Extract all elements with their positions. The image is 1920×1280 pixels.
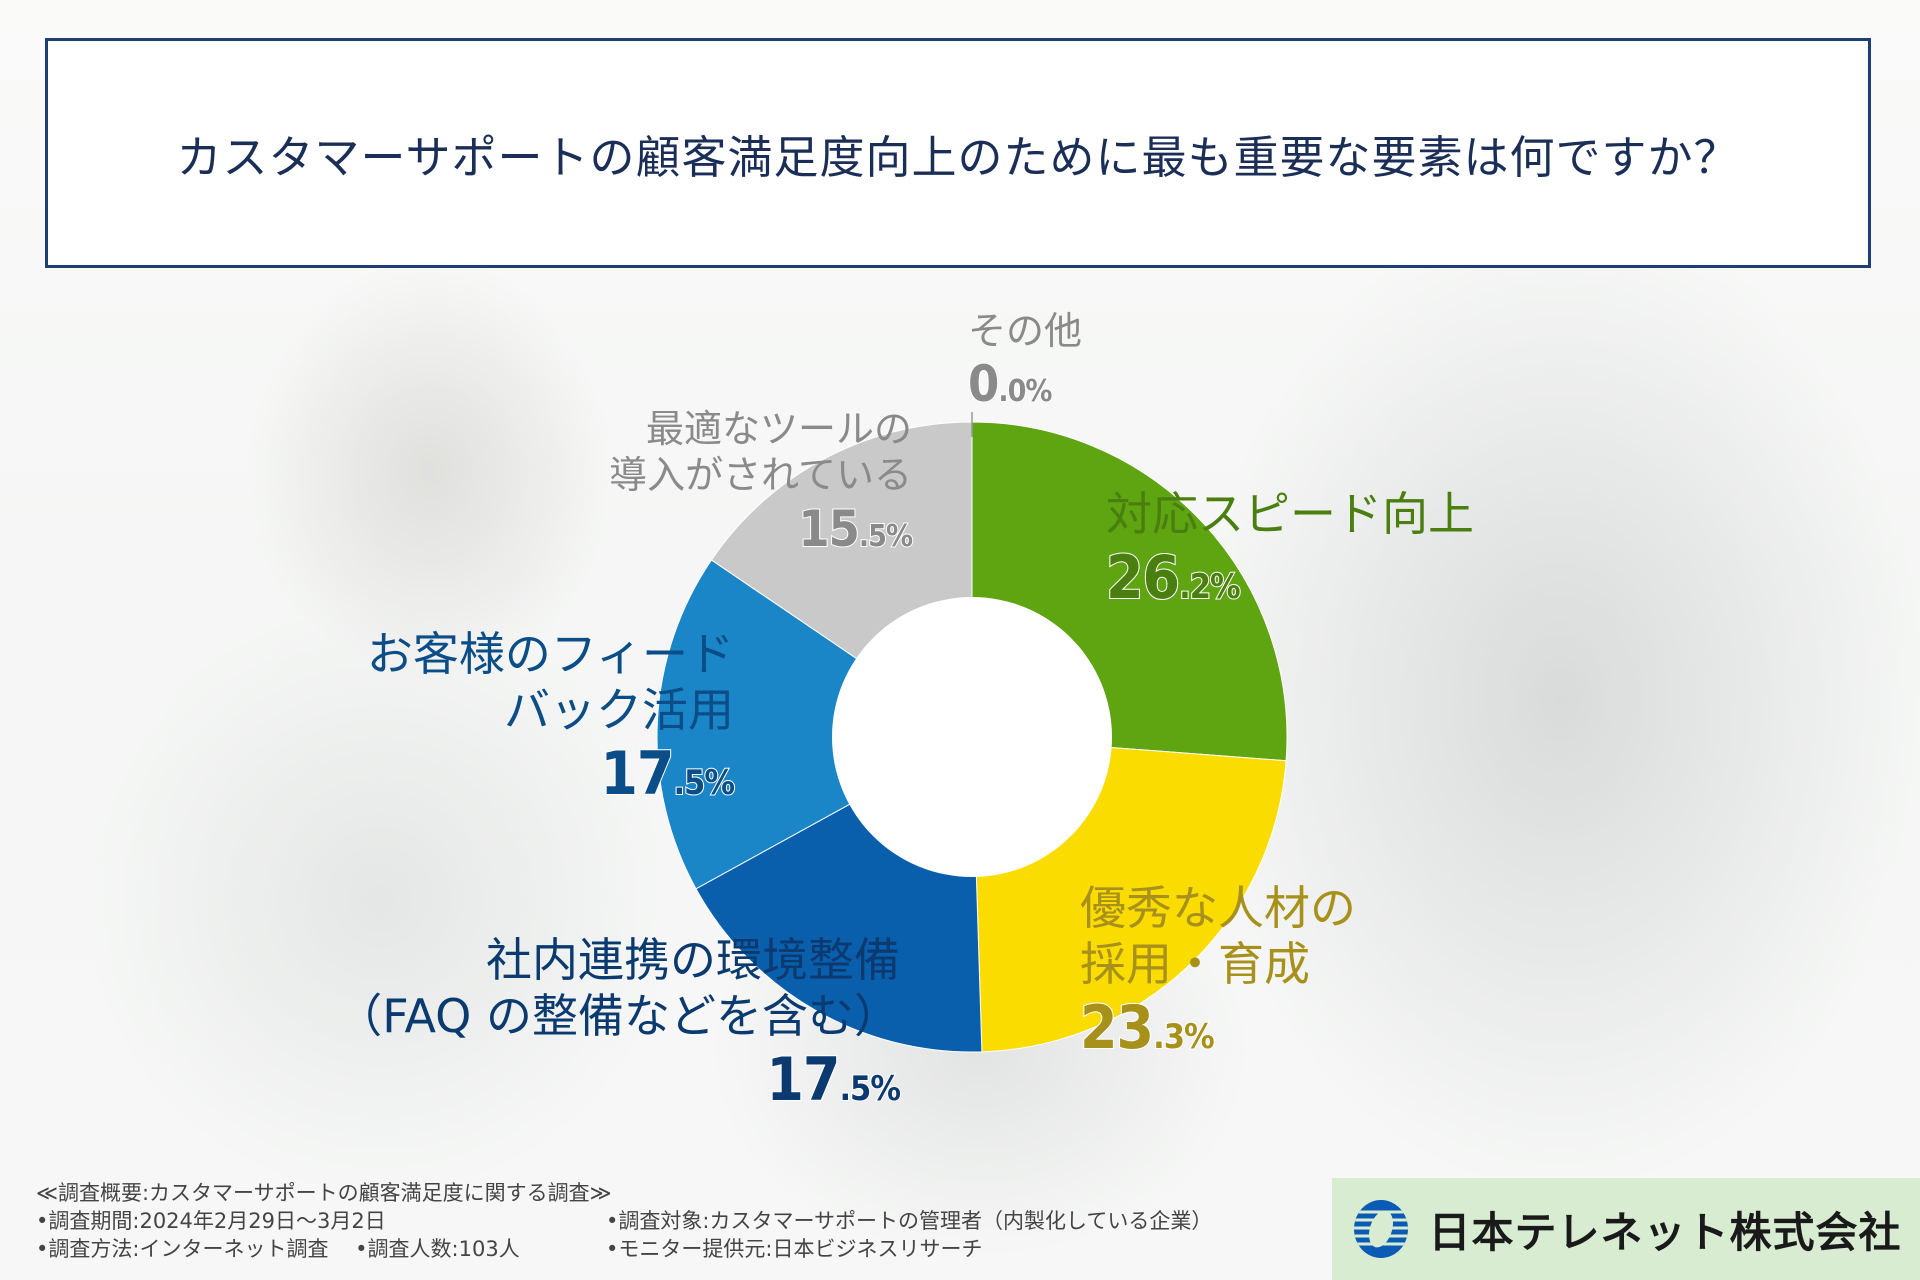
label-speed-int: 26 bbox=[1105, 542, 1181, 614]
label-tools-line2: 導入がされている bbox=[609, 453, 912, 498]
label-feedback-line1: お客様のフィード bbox=[366, 627, 734, 681]
slice-3 bbox=[656, 559, 973, 890]
label-speed: 対応スピード向上 26.2% bbox=[1105, 486, 1474, 615]
label-speed-value: 26.2% bbox=[1105, 542, 1474, 615]
company-logo-panel: 日本テレネット株式会社 bbox=[1332, 1178, 1920, 1280]
label-internal-dec: .5% bbox=[838, 1068, 902, 1110]
survey-target: •調査対象:カスタマーサポートの管理者（内製化している企業） bbox=[606, 1208, 1213, 1233]
label-internal-value: 17.5% bbox=[336, 1044, 902, 1117]
label-staff-line1: 優秀な人材の bbox=[1080, 881, 1356, 935]
label-staff: 優秀な人材の 採用・育成 23.3% bbox=[1079, 880, 1356, 1065]
label-internal-int: 17 bbox=[765, 1044, 841, 1116]
label-feedback-line2: バック活用 bbox=[504, 683, 734, 738]
label-internal-line1: 社内連携の環境整備 bbox=[486, 933, 900, 987]
donut-hole bbox=[832, 597, 1112, 877]
label-tools-value: 15.5% bbox=[609, 499, 914, 560]
label-staff-int: 23 bbox=[1079, 992, 1155, 1064]
label-internal: 社内連携の環境整備 （FAQ の整備などを含む） 17.5% bbox=[336, 932, 902, 1117]
label-internal-line2: （FAQ の整備などを含む） bbox=[336, 989, 900, 1044]
survey-method-count: •調査方法:インターネット調査 •調査人数:103人 bbox=[36, 1236, 606, 1264]
survey-method: •調査方法:インターネット調査 bbox=[36, 1236, 329, 1261]
label-other-value: 0.0% bbox=[967, 354, 1082, 415]
survey-period: •調査期間:2024年2月29日〜3月2日 bbox=[36, 1208, 386, 1233]
label-tools: 最適なツールの 導入がされている 15.5% bbox=[609, 406, 914, 560]
survey-count: •調査人数:103人 bbox=[355, 1236, 520, 1261]
survey-heading: ≪調査概要:カスタマーサポートの顧客満足度に関する調査≫ bbox=[36, 1181, 612, 1205]
chart-title: カスタマーサポートの顧客満足度向上のために最も重要な要素は何ですか？ bbox=[176, 130, 1740, 184]
label-tools-dec: .5% bbox=[858, 518, 914, 555]
label-other-dec: .0% bbox=[997, 373, 1053, 410]
label-other: その他 0.0% bbox=[967, 308, 1083, 415]
label-feedback-int: 17 bbox=[599, 738, 675, 810]
survey-monitor: •モニター提供元:日本ビジネスリサーチ bbox=[606, 1236, 983, 1261]
label-feedback-value: 17.5% bbox=[367, 738, 736, 811]
label-speed-category: 対応スピード向上 bbox=[1106, 487, 1474, 541]
label-speed-dec: .2% bbox=[1178, 566, 1242, 608]
label-staff-value: 23.3% bbox=[1079, 992, 1356, 1065]
label-feedback: お客様のフィード バック活用 17.5% bbox=[366, 626, 736, 811]
label-other-category: その他 bbox=[968, 309, 1083, 353]
label-tools-line1: 最適なツールの bbox=[645, 407, 912, 451]
label-staff-line2: 採用・育成 bbox=[1080, 937, 1310, 992]
title-box: カスタマーサポートの顧客満足度向上のために最も重要な要素は何ですか？ bbox=[45, 38, 1871, 268]
company-logo-icon bbox=[1354, 1200, 1409, 1258]
survey-row-2: •調査方法:インターネット調査 •調査人数:103人 •モニター提供元:日本ビジ… bbox=[36, 1236, 1326, 1264]
survey-overview: ≪調査概要:カスタマーサポートの顧客満足度に関する調査≫ •調査期間:2024年… bbox=[36, 1180, 1326, 1264]
label-feedback-dec: .5% bbox=[672, 762, 736, 804]
survey-row-1: •調査期間:2024年2月29日〜3月2日 •調査対象:カスタマーサポートの管理… bbox=[36, 1208, 1326, 1236]
company-name: 日本テレネット株式会社 bbox=[1428, 1207, 1902, 1257]
label-staff-dec: .3% bbox=[1152, 1016, 1216, 1058]
label-tools-int: 15 bbox=[797, 499, 861, 559]
label-other-int: 0 bbox=[967, 354, 1000, 414]
